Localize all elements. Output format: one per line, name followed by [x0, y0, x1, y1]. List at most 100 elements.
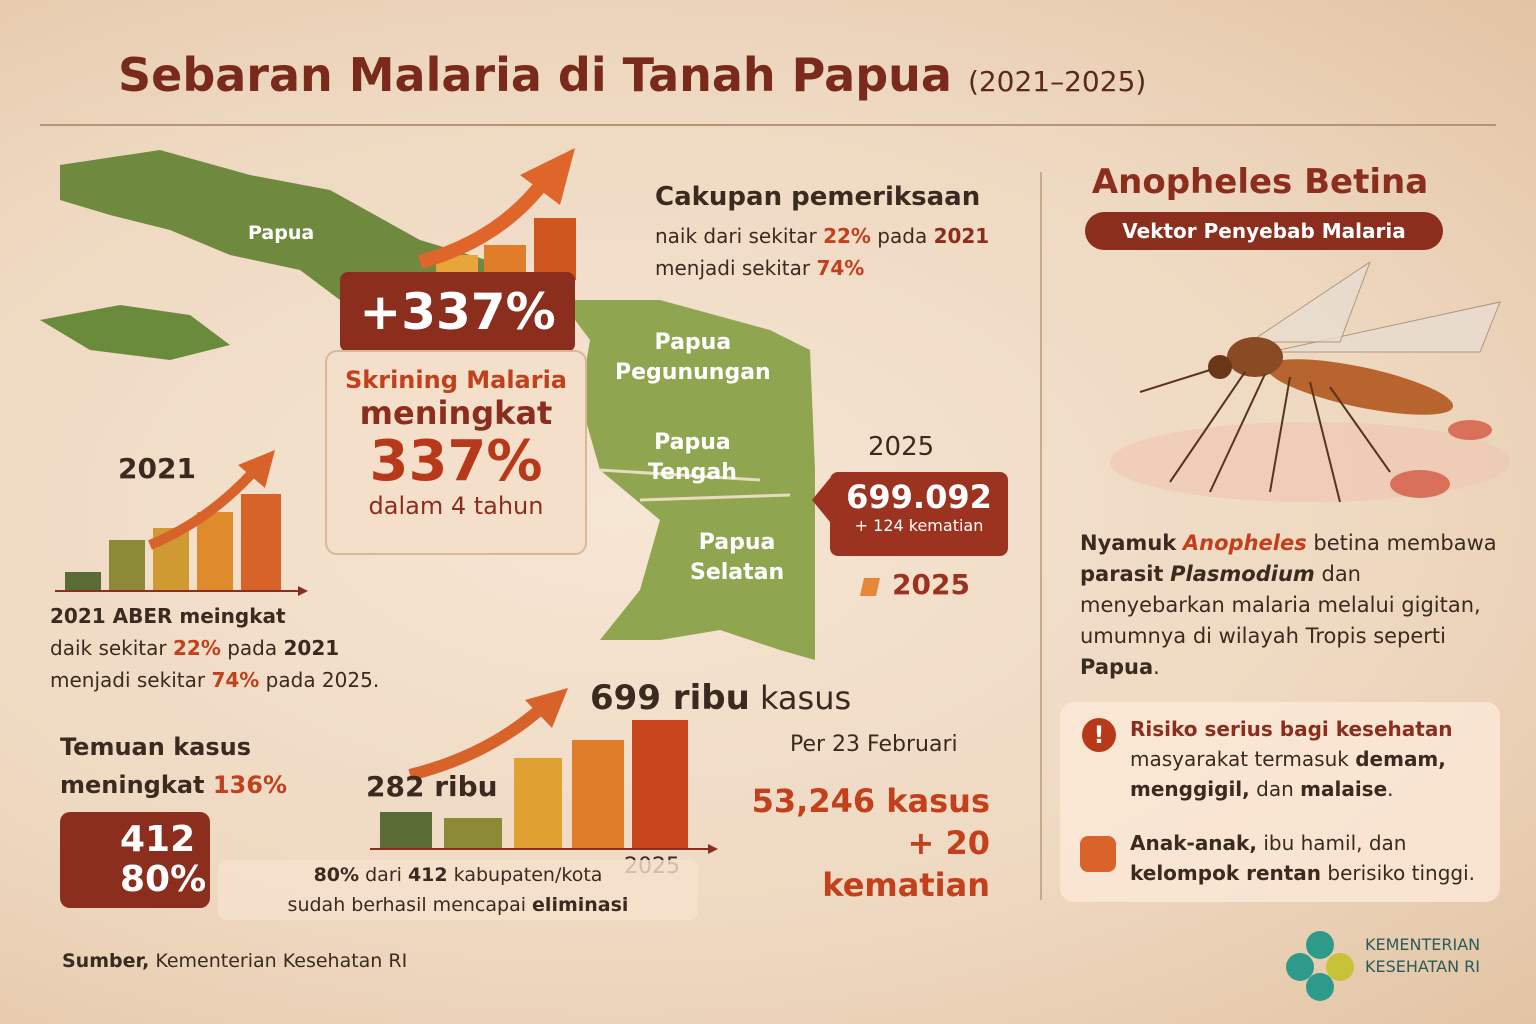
text: kabupaten/kota — [453, 864, 603, 886]
text: Papua — [654, 330, 732, 355]
text: pada — [877, 224, 928, 248]
text: Anak-anak, — [1130, 831, 1257, 855]
decoration — [380, 812, 432, 848]
cases-end: 699 ribu kasus — [590, 678, 851, 718]
text: 74% — [211, 668, 260, 692]
text: Pegunungan — [615, 360, 771, 385]
decoration — [298, 586, 308, 596]
text: dalam 4 tahun — [368, 492, 544, 520]
map-papua — [560, 300, 815, 660]
mosquito-description: Nyamuk Anopheles betina membawa parasit … — [1080, 528, 1500, 683]
decoration — [65, 572, 101, 590]
stat-marker: 2025 — [892, 568, 970, 601]
text: kasus — [759, 679, 852, 717]
text: 699.092 — [846, 478, 992, 516]
decoration: naik dari sekitar 22% pada 2021 menjadi … — [655, 220, 995, 284]
text: ibu hamil, dan — [1263, 831, 1407, 855]
text: menjadi sekitar — [655, 256, 811, 280]
family-icon — [1080, 836, 1116, 872]
risk-card — [1060, 702, 1500, 902]
text: 2021 ABER meingkat — [50, 604, 286, 628]
text: Temuan kasus — [60, 733, 252, 761]
elimination-badge: 412 80% — [60, 812, 210, 908]
decoration — [238, 450, 275, 488]
decoration — [1227, 337, 1283, 377]
text: 699 ribu — [590, 678, 750, 718]
mosquito-subtitle: Vektor Penyebab Malaria — [1085, 212, 1443, 250]
text: Skrining Malaria — [345, 366, 567, 394]
decoration — [514, 758, 562, 848]
text: sudah berhasil mencapai — [287, 894, 526, 916]
decoration — [1286, 953, 1314, 981]
text: + 124 kematian — [854, 516, 984, 535]
risk-item: Risiko serius bagi kesehatan masyarakat … — [1130, 714, 1500, 804]
screening-badge: +337% — [340, 272, 575, 352]
decoration — [241, 494, 281, 590]
text: Papua — [698, 530, 776, 555]
text: . — [1387, 777, 1394, 801]
feb-date: Per 23 Februari — [790, 732, 958, 757]
text: 53,246 kasus — [751, 782, 990, 820]
text: dari — [365, 864, 402, 886]
map-border — [599, 468, 791, 502]
decoration — [197, 512, 233, 590]
source: Sumber, Kementerian Kesehatan RI — [62, 950, 407, 972]
divider — [40, 124, 1496, 126]
map-and-charts — [40, 148, 880, 854]
logo-mark — [1286, 931, 1354, 1001]
text: 80% — [313, 864, 360, 886]
text: malaise — [1300, 777, 1388, 801]
feb-stats: 53,246 kasus + 20 kematian — [740, 780, 990, 906]
text: parasit — [1080, 562, 1164, 586]
decoration — [632, 720, 688, 848]
text: membawa — [1386, 531, 1497, 555]
text: 22% — [173, 636, 221, 660]
decoration — [1139, 369, 1391, 503]
aber-text: 2021 ABER meingkat daik sekitar 22% pada… — [50, 600, 450, 696]
text: menggigil, — [1130, 777, 1250, 801]
cases-title: Temuan kasus meningkat 136% — [60, 728, 287, 804]
title: Sebaran Malaria di Tanah Papua (2021–202… — [118, 48, 1146, 102]
stat-year: 2025 — [868, 432, 935, 462]
text: Plasmodium — [1170, 562, 1315, 586]
text: meningkat — [60, 771, 205, 799]
text: demam, — [1355, 747, 1446, 771]
text: kelompok rentan — [1130, 861, 1322, 885]
text: Selatan — [690, 560, 785, 585]
decoration — [520, 148, 575, 205]
region-label: Papua Selatan — [690, 528, 784, 588]
text: Kementerian Kesehatan RI — [155, 950, 408, 972]
decoration — [418, 175, 551, 269]
decoration — [408, 700, 550, 781]
decoration — [1448, 420, 1492, 440]
text: meningkat — [359, 394, 553, 432]
text: 80% — [120, 859, 207, 900]
decoration — [1306, 973, 1334, 1001]
region-label: Papua Tengah — [648, 428, 737, 488]
decoration — [1266, 359, 1454, 415]
text: Nyamuk — [1080, 531, 1177, 555]
map-island — [40, 305, 230, 360]
text: Papua — [654, 430, 731, 455]
text: 337% — [369, 429, 543, 494]
text: 412 — [120, 819, 196, 860]
text: dan menyebarkan malaria melalui gigitan,… — [1080, 562, 1481, 648]
text: Sumber, — [62, 950, 150, 972]
decoration — [1326, 953, 1354, 981]
text: Papua — [248, 222, 315, 244]
title-text: Sebaran Malaria di Tanah Papua — [118, 48, 952, 102]
text: 2021 — [283, 636, 340, 660]
decoration — [1208, 355, 1232, 379]
risk-item: Anak-anak, ibu hamil, dan kelompok renta… — [1130, 828, 1500, 888]
text: 412 — [407, 864, 448, 886]
decoration — [812, 478, 830, 522]
decoration — [444, 818, 502, 848]
text: 22% — [823, 224, 871, 248]
text: 2021 — [933, 224, 990, 248]
elimination-note: 80% dari 412 kabupaten/kota sudah berhas… — [218, 860, 698, 920]
logo-text: KEMENTERIAN KESEHATAN RI — [1365, 934, 1480, 978]
text: pada — [227, 636, 278, 660]
region-label: Papua Pegunungan — [615, 328, 771, 388]
decoration — [1306, 931, 1334, 959]
